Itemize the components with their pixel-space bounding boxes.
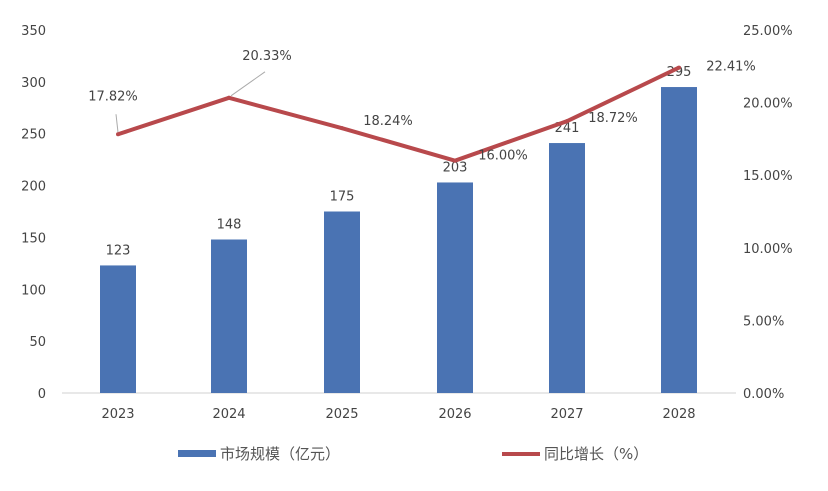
growth-value-label: 22.41% [706,60,756,75]
growth-line [117,65,680,163]
y-right-tick-label: 5.00% [743,314,784,329]
x-tick-label: 2023 [101,407,134,422]
legend-item-growth: 同比增长（%） [502,443,648,464]
bar-2028 [661,87,697,394]
bar-value-label: 148 [217,218,242,233]
bar-2025 [324,211,360,393]
y-right-tick-label: 15.00% [743,169,793,184]
y-left-tick-label: 350 [21,24,46,39]
growth-point-2026 [453,158,457,163]
leader-line [230,71,266,97]
bar-value-label: 203 [443,160,468,175]
x-tick-label: 2026 [438,407,471,422]
legend-swatch-bar [178,450,216,457]
growth-value-label: 20.33% [242,49,292,64]
x-tick-label: 2024 [212,407,245,422]
growth-point-2027 [565,119,569,124]
y-right-tick-label: 25.00% [743,24,793,39]
growth-value-label: 17.82% [88,89,138,104]
y-left-tick-label: 200 [21,180,46,195]
bar-2024 [211,239,247,393]
growth-value-label: 18.72% [588,111,638,126]
bar-2023 [100,265,136,393]
y-left-tick-label: 0 [38,387,46,402]
growth-value-label: 18.24% [363,114,413,129]
growth-point-2028 [677,65,681,70]
legend-swatch-line [502,451,540,456]
legend-item-market-size: 市场规模（亿元） [178,443,340,464]
bar-2027 [549,143,585,393]
y-left-tick-label: 150 [21,231,46,246]
bar-value-label: 123 [106,243,131,258]
y-left-tick-label: 100 [21,283,46,298]
growth-point-2023 [116,132,120,137]
x-tick-label: 2028 [662,407,695,422]
y-left-tick-label: 50 [29,335,46,350]
legend-label: 市场规模（亿元） [220,445,341,463]
bar-value-label: 175 [330,190,355,205]
leader-line [115,114,119,133]
y-right-tick-label: 0.00% [743,387,784,402]
growth-point-2024 [227,95,231,100]
y-right-tick-label: 20.00% [743,97,793,112]
y-left-tick-label: 250 [21,128,46,143]
growth-point-2025 [340,126,344,131]
y-right-tick-label: 10.00% [743,242,793,257]
x-tick-label: 2025 [325,407,358,422]
legend-label: 同比增长（%） [544,445,649,463]
x-tick-label: 2027 [550,407,583,422]
bar-2026 [437,182,473,393]
y-left-tick-label: 300 [21,76,46,91]
growth-value-label: 16.00% [478,149,528,164]
